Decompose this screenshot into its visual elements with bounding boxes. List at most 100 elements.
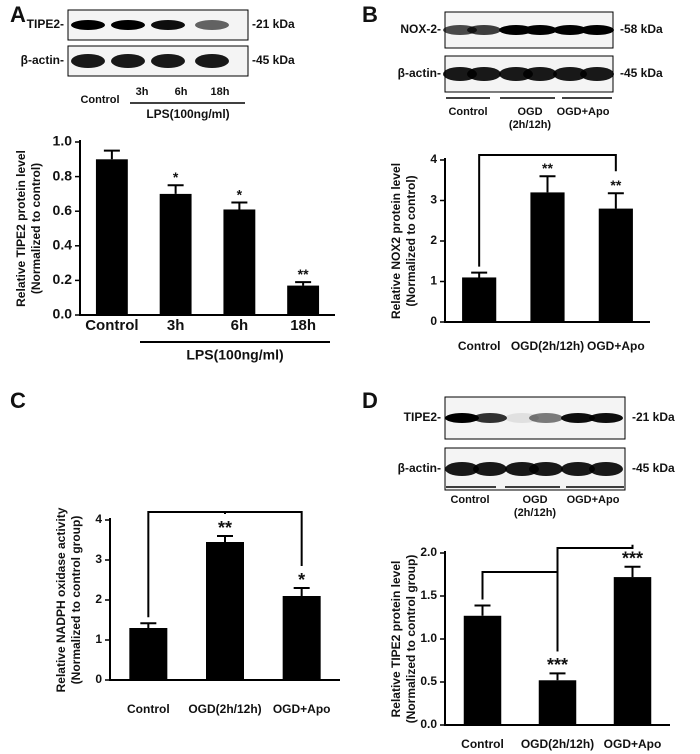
significance-label: ** <box>610 177 621 193</box>
bar <box>129 628 168 680</box>
blot-band <box>71 20 105 30</box>
y-axis-label: Relative NADPH oxidase activity <box>54 507 68 692</box>
lane-label: 3h <box>136 86 149 98</box>
blot-band <box>561 462 595 476</box>
significance-label: *** <box>547 655 568 675</box>
x-tick-label: OGD+Apo <box>587 339 645 353</box>
error-bar <box>539 175 556 193</box>
blot-size-label: -45 kDa <box>620 66 663 80</box>
panel-letter: C <box>10 388 26 413</box>
x-tick-label: 18h <box>290 317 316 334</box>
y-tick-label: 0.0 <box>53 306 73 322</box>
bar <box>598 208 633 322</box>
comparison-bracket <box>225 511 303 566</box>
y-tick-label: 1 <box>95 632 102 646</box>
error-bar <box>474 604 491 616</box>
blot-size-label: -21 kDa <box>252 17 295 31</box>
error-bar <box>217 535 233 542</box>
x-tick-label: OGD(2h/12h) <box>511 339 584 353</box>
y-tick-label: 0.0 <box>420 717 437 731</box>
blot-row-label: β-actin- <box>398 66 441 80</box>
significance-label: ** <box>218 518 232 538</box>
comparison-bracket <box>556 544 634 652</box>
blot-band <box>529 413 563 423</box>
error-bar <box>549 672 566 681</box>
y-tick-label: 4 <box>430 152 437 166</box>
significance-label: *** <box>622 549 643 569</box>
significance-label: ** <box>298 266 309 282</box>
blot-row-label: TIPE2- <box>27 17 64 31</box>
blot-band <box>111 54 145 68</box>
significance-label: * <box>237 186 243 202</box>
x-group-label: LPS(100ng/ml) <box>186 347 283 363</box>
error-bar <box>295 281 312 286</box>
blot-band <box>561 413 595 423</box>
x-tick-label: Control <box>458 339 501 353</box>
error-bar <box>471 271 488 278</box>
x-tick-label: Control <box>127 702 170 716</box>
x-tick-label: OGD+Apo <box>273 702 331 716</box>
significance-label: ** <box>542 160 553 176</box>
blot-band <box>523 25 557 35</box>
blot-size-label: -58 kDa <box>620 22 663 36</box>
error-bar <box>167 184 184 194</box>
panel-letter: A <box>10 2 26 27</box>
lane-group-label: LPS(100ng/ml) <box>146 107 229 121</box>
significance-label: * <box>298 570 305 590</box>
y-tick-label: 1.0 <box>53 133 73 149</box>
lane-label: Control <box>80 94 119 106</box>
y-axis-label: (Normalized to control) <box>29 163 43 294</box>
lane-label: (2h/12h) <box>509 119 552 131</box>
lane-label: (2h/12h) <box>514 507 557 519</box>
blot-row-label: NOX-2- <box>400 22 441 36</box>
lane-label: OGD <box>522 494 547 506</box>
blot-band <box>195 54 229 68</box>
bar <box>282 596 321 680</box>
blot-band <box>445 462 479 476</box>
y-tick-label: 3 <box>430 193 437 207</box>
y-tick-label: 3 <box>95 552 102 566</box>
blot-band <box>580 25 614 35</box>
blot-band <box>499 67 533 81</box>
y-tick-label: 1.5 <box>420 588 437 602</box>
lane-label: 6h <box>175 86 188 98</box>
y-tick-label: 2 <box>95 592 102 606</box>
bar <box>463 615 502 725</box>
bar <box>159 193 192 315</box>
bar <box>538 680 577 725</box>
x-tick-label: Control <box>461 737 504 751</box>
y-axis-label: Relative NOX2 protein level <box>389 163 403 319</box>
blot-band <box>553 67 587 81</box>
blot-band <box>505 462 539 476</box>
blot-band <box>151 54 185 68</box>
blot-size-label: -21 kDa <box>632 410 675 424</box>
blot-row-label: TIPE2- <box>404 410 441 424</box>
x-tick-label: OGD+Apo <box>604 737 662 751</box>
blot-band <box>151 20 185 30</box>
lane-label: OGD+Apo <box>567 494 620 506</box>
y-axis-label: (Normalized to control group) <box>404 555 418 724</box>
blot-band <box>499 25 533 35</box>
blot-band <box>580 67 614 81</box>
blot-band <box>467 67 501 81</box>
y-axis-label: Relative TIPE2 protein level <box>14 150 28 307</box>
y-tick-label: 1.0 <box>420 631 437 645</box>
y-tick-label: 0.2 <box>53 271 73 287</box>
lane-label: 18h <box>211 86 230 98</box>
y-tick-label: 0 <box>95 672 102 686</box>
bar <box>95 159 128 315</box>
blot-band <box>523 67 557 81</box>
blot-band <box>195 20 229 30</box>
error-bar <box>607 192 624 209</box>
blot-band <box>443 25 477 35</box>
y-tick-label: 0 <box>430 314 437 328</box>
error-bar <box>231 201 248 210</box>
comparison-bracket <box>478 154 617 267</box>
bar <box>287 285 320 315</box>
y-axis-label: (Normalized to control) <box>404 175 418 306</box>
significance-label: * <box>173 169 179 185</box>
y-axis-label: Relative TIPE2 protein level <box>389 561 403 718</box>
blot-size-label: -45 kDa <box>632 461 675 475</box>
blot-band <box>111 20 145 30</box>
